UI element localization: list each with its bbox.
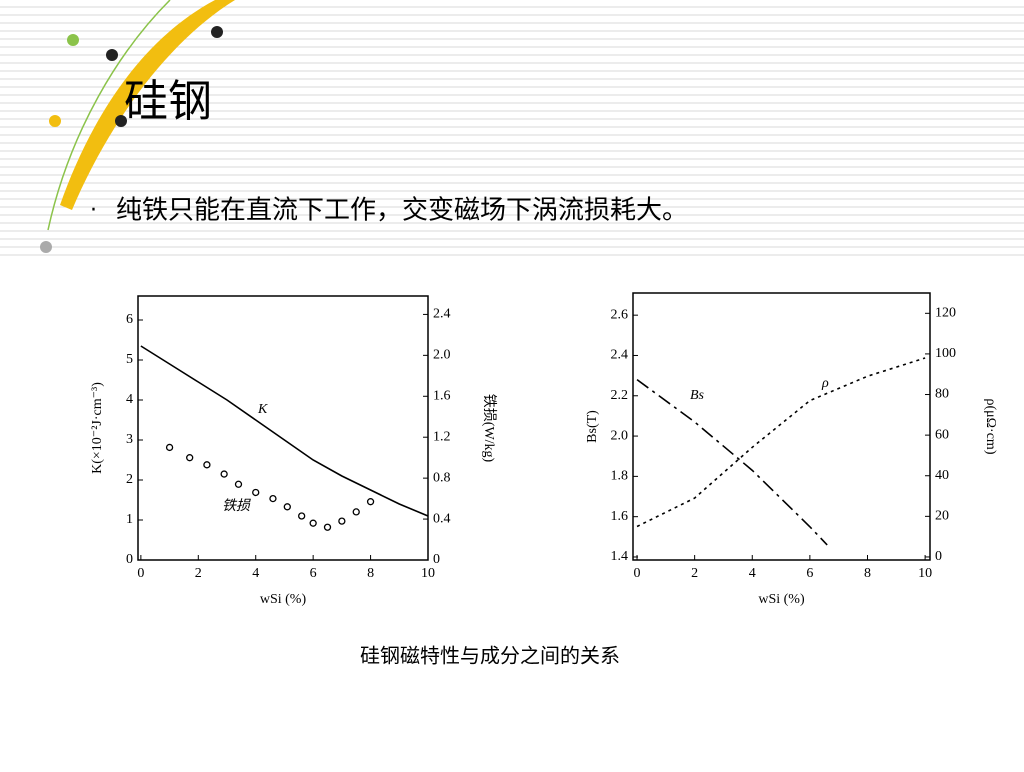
x-tick-label: 10 [421, 566, 435, 581]
y-tick-label: 4 [126, 392, 133, 407]
y-tick-label: 0.8 [433, 470, 451, 485]
y-axis-label: K(×10⁻²J·cm⁻³) [90, 382, 105, 474]
y-tick-label: 2.0 [433, 348, 451, 363]
annotation: Bs [690, 388, 705, 403]
y-tick-label: 2.4 [611, 348, 629, 363]
plot-frame [632, 292, 931, 561]
y-tick-label: 2.6 [611, 307, 629, 322]
y-tick-label: 6 [126, 312, 133, 327]
swoosh-line [47, 0, 171, 231]
y-tick-label: 1.8 [611, 469, 629, 484]
x-tick-label: 8 [864, 566, 871, 581]
y-tick-label: 1.4 [611, 549, 629, 564]
y2-axis-label: 铁损(W/kg) [481, 394, 497, 463]
y-tick-label: 2 [126, 472, 133, 487]
y-axis-label: Bs(T) [585, 410, 600, 443]
annotation: ρ [821, 376, 829, 391]
data-point [283, 503, 291, 511]
slide-title: 硅钢 [124, 76, 212, 127]
dot [115, 115, 127, 127]
y-tick-label: 2.2 [611, 388, 629, 403]
x-tick-label: 2 [195, 566, 202, 581]
y-tick-label: 120 [935, 306, 956, 321]
y-tick-label: 0 [126, 552, 133, 567]
data-point [323, 523, 332, 531]
data-point [252, 488, 260, 497]
x-tick-label: 6 [310, 566, 317, 581]
data-point [186, 454, 194, 462]
y-tick-label: 2.4 [433, 307, 451, 322]
annotation: K [257, 402, 268, 417]
x-tick-label: 4 [749, 566, 756, 581]
y-tick-label: 80 [935, 387, 949, 402]
y2-axis-label: ρ(μΩ·cm) [983, 399, 998, 455]
x-tick-label: 2 [691, 566, 698, 581]
dot [49, 115, 61, 127]
x-axis-label: wSi (%) [758, 592, 805, 607]
dot [106, 49, 118, 61]
y-tick-label: 5 [126, 352, 133, 367]
x-tick-label: 0 [634, 566, 641, 581]
y-tick-label: 1.6 [611, 509, 629, 524]
dot [67, 34, 79, 46]
y-tick-label: 1.6 [433, 388, 451, 403]
bullet-mark: · [90, 198, 97, 223]
dot [211, 26, 223, 38]
dot [40, 241, 52, 253]
y-tick-label: 2.0 [611, 428, 629, 443]
data-point [234, 480, 243, 488]
series-line [636, 357, 926, 528]
y-tick-label: 0.4 [433, 511, 451, 526]
series-line [636, 379, 828, 546]
plot-frame [137, 295, 429, 561]
y-tick-label: 100 [935, 346, 956, 361]
data-point [309, 519, 317, 527]
data-point [165, 443, 174, 452]
data-point [220, 470, 228, 478]
x-tick-label: 10 [918, 566, 932, 581]
x-tick-label: 8 [367, 566, 374, 581]
data-point [203, 461, 211, 469]
y-tick-label: 60 [935, 427, 949, 442]
annotation: 铁损 [222, 498, 251, 514]
y-tick-label: 0 [433, 552, 440, 567]
x-axis-label: wSi (%) [260, 592, 307, 607]
y-tick-label: 0 [935, 549, 942, 564]
y-tick-label: 1.2 [433, 429, 451, 444]
y-tick-label: 3 [126, 432, 133, 447]
y-tick-label: 20 [935, 509, 949, 524]
data-point [269, 494, 277, 503]
data-point [298, 512, 306, 520]
y-tick-label: 1 [126, 512, 133, 527]
x-tick-label: 0 [137, 566, 144, 581]
x-tick-label: 4 [252, 566, 259, 581]
series-line [140, 345, 429, 517]
x-tick-label: 6 [806, 566, 813, 581]
y-tick-label: 40 [935, 468, 949, 483]
caption: 硅钢磁特性与成分之间的关系 [360, 644, 620, 668]
swoosh [60, 0, 235, 210]
data-point [338, 517, 346, 525]
data-point [366, 498, 375, 506]
bullet-text: 纯铁只能在直流下工作，交变磁场下涡流损耗大。 [116, 196, 688, 226]
data-point [352, 508, 360, 516]
